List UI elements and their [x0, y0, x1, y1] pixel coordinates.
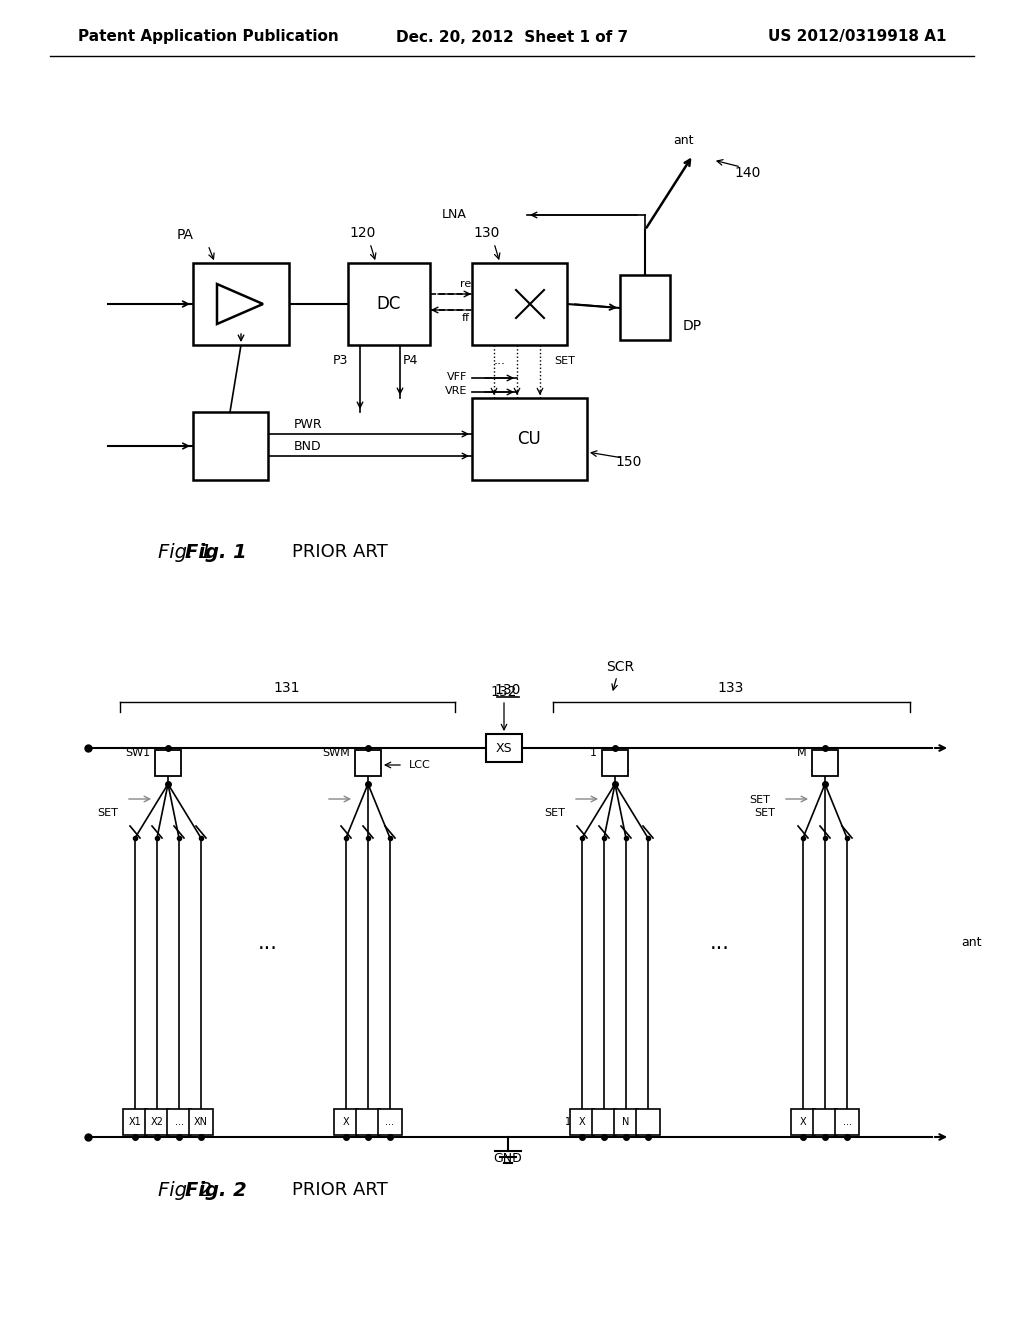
Text: US 2012/0319918 A1: US 2012/0319918 A1 — [768, 29, 946, 45]
Text: P3: P3 — [333, 355, 348, 367]
Text: VFF: VFF — [446, 372, 467, 381]
Text: X: X — [579, 1117, 586, 1127]
Text: DP: DP — [682, 319, 701, 333]
Text: 140: 140 — [735, 166, 761, 180]
Text: PRIOR ART: PRIOR ART — [292, 1181, 388, 1199]
Text: 1: 1 — [590, 748, 597, 758]
Text: SW1: SW1 — [125, 748, 150, 758]
Text: Fig. 2: Fig. 2 — [185, 1180, 247, 1200]
Text: X1: X1 — [129, 1117, 141, 1127]
Text: SET: SET — [555, 356, 575, 366]
Bar — [189, 1109, 213, 1135]
Bar — [791, 1109, 815, 1135]
Text: M: M — [798, 748, 807, 758]
Text: re: re — [461, 279, 472, 289]
Text: ...: ... — [385, 1117, 394, 1127]
Text: XS: XS — [496, 742, 512, 755]
Text: VRE: VRE — [444, 385, 467, 396]
Bar — [155, 750, 181, 776]
Bar — [602, 750, 628, 776]
Bar — [812, 750, 838, 776]
Text: ...: ... — [258, 933, 278, 953]
Text: CU: CU — [517, 430, 541, 447]
Bar — [813, 1109, 837, 1135]
Bar — [348, 263, 430, 345]
Text: ...: ... — [174, 1117, 183, 1127]
Text: 133: 133 — [718, 681, 744, 696]
Text: P4: P4 — [402, 355, 418, 367]
Text: N: N — [623, 1117, 630, 1127]
Text: SET: SET — [544, 808, 565, 818]
Bar — [472, 399, 587, 480]
Bar — [570, 1109, 594, 1135]
Bar — [355, 750, 381, 776]
Text: 1: 1 — [565, 1117, 571, 1127]
Text: X: X — [800, 1117, 806, 1127]
Text: Fig. 1: Fig. 1 — [185, 543, 247, 561]
Text: ...: ... — [710, 933, 730, 953]
Text: XN: XN — [194, 1117, 208, 1127]
Text: SET: SET — [754, 808, 775, 818]
Text: BND: BND — [294, 441, 322, 454]
Text: PWR: PWR — [294, 418, 323, 432]
Text: LCC: LCC — [409, 760, 431, 770]
Text: GND: GND — [494, 1152, 522, 1166]
Text: ant: ant — [673, 133, 693, 147]
Bar — [472, 263, 567, 345]
Text: LNA: LNA — [442, 207, 467, 220]
Text: Patent Application Publication: Patent Application Publication — [78, 29, 339, 45]
Text: X: X — [343, 1117, 349, 1127]
Text: 132: 132 — [490, 685, 517, 700]
Bar — [334, 1109, 358, 1135]
Text: ant: ant — [962, 936, 982, 949]
Text: SET: SET — [97, 808, 118, 818]
Text: Fig. 2: Fig. 2 — [158, 1180, 212, 1200]
Bar — [356, 1109, 380, 1135]
Text: DC: DC — [377, 294, 401, 313]
Text: ...: ... — [843, 1117, 852, 1127]
Bar — [636, 1109, 660, 1135]
Text: 130: 130 — [495, 682, 521, 697]
Text: SCR: SCR — [606, 660, 634, 675]
Bar — [167, 1109, 191, 1135]
Text: Fig. 1: Fig. 1 — [158, 543, 212, 561]
Bar — [145, 1109, 169, 1135]
Bar — [835, 1109, 859, 1135]
Text: 130: 130 — [474, 226, 500, 240]
Bar — [193, 412, 268, 480]
Text: SWM: SWM — [323, 748, 350, 758]
Text: 120: 120 — [350, 226, 376, 240]
Text: X2: X2 — [151, 1117, 164, 1127]
Text: PRIOR ART: PRIOR ART — [292, 543, 388, 561]
Bar — [123, 1109, 147, 1135]
Bar — [378, 1109, 402, 1135]
Bar — [193, 263, 289, 345]
Text: SET: SET — [750, 795, 770, 805]
Bar — [620, 275, 670, 341]
Bar — [614, 1109, 638, 1135]
Text: 131: 131 — [273, 681, 300, 696]
Bar — [592, 1109, 616, 1135]
Text: PA: PA — [176, 228, 194, 242]
Text: Dec. 20, 2012  Sheet 1 of 7: Dec. 20, 2012 Sheet 1 of 7 — [396, 29, 628, 45]
Text: 150: 150 — [615, 455, 642, 469]
Bar — [486, 734, 522, 762]
Text: ...: ... — [494, 355, 506, 367]
Text: ff: ff — [462, 313, 470, 323]
